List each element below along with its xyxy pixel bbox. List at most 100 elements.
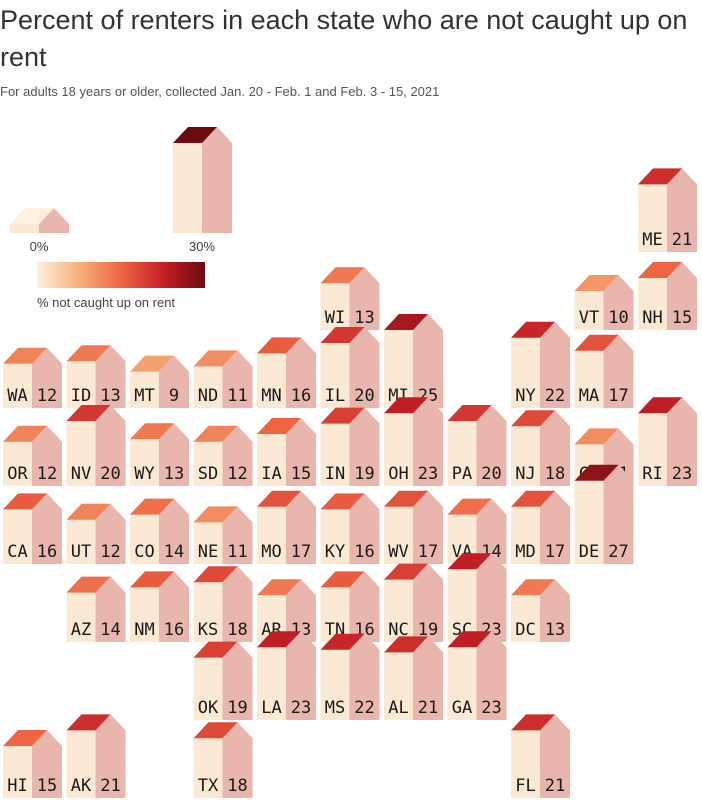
state-tile-nv: NV 20 [66, 405, 126, 486]
house-front-wall [511, 730, 540, 798]
house-front-wall [173, 143, 202, 233]
house-side-wall [540, 410, 570, 486]
house-roof [574, 464, 619, 481]
house-side-wall [159, 498, 189, 564]
state-value: 13 [100, 386, 120, 406]
state-abbr: WI [325, 308, 345, 328]
state-abbr: DC [515, 620, 535, 640]
state-tile-ga: GA 23 [447, 631, 507, 720]
house-roof [3, 425, 47, 442]
state-abbr: AZ [71, 620, 91, 640]
state-tile-la: LA 23 [257, 631, 316, 720]
state-abbr: IL [325, 386, 345, 406]
state-value: 19 [354, 464, 374, 484]
house-front-wall [193, 582, 223, 642]
house-side-wall [349, 327, 380, 408]
state-value: 18 [545, 464, 565, 484]
state-abbr: ME [642, 230, 662, 250]
state-value: 19 [227, 698, 247, 718]
house-side-wall [222, 566, 253, 642]
house-front-wall [320, 649, 350, 720]
house-front-wall [66, 361, 96, 408]
state-value: 17 [418, 542, 438, 562]
house-front-wall [320, 423, 350, 486]
state-tiles: ME 21 WI 13 VT 10 NH 15 WA 12 ID 13 MT 9 ND 11 MN 16 IL 20 M… [3, 168, 697, 798]
house-side-wall [222, 722, 253, 798]
house-roof [638, 168, 682, 185]
state-abbr: CA [7, 542, 27, 562]
house-roof [320, 571, 365, 588]
house-front-wall [10, 224, 39, 233]
state-value: 17 [608, 386, 628, 406]
state-abbr: UT [71, 542, 91, 562]
state-value: 13 [164, 464, 184, 484]
state-abbr: NV [71, 464, 91, 484]
state-abbr: DE [579, 542, 599, 562]
state-tile-pa: PA 20 [447, 405, 507, 486]
state-tile-ak: AK 21 [66, 714, 126, 798]
legend-house-min [10, 208, 69, 233]
house-front-wall [193, 522, 223, 564]
house-front-wall [511, 337, 540, 408]
house-front-wall [130, 514, 159, 564]
state-tile-md: MD 17 [511, 490, 570, 564]
house-side-wall [349, 633, 380, 720]
state-abbr: CO [134, 542, 154, 562]
state-abbr: TX [198, 776, 219, 796]
house-side-wall [349, 407, 380, 486]
house-front-wall [384, 330, 413, 408]
state-tile-id: ID 13 [66, 345, 126, 408]
house-roof [384, 563, 428, 580]
house-roof [66, 405, 111, 421]
house-roof [320, 327, 365, 343]
state-tile-nm: NM 16 [130, 571, 189, 642]
state-tile-al: AL 21 [384, 636, 443, 720]
state-abbr: OK [198, 698, 219, 718]
legend-min-label: 0% [30, 239, 49, 254]
state-tile-mo: MO 17 [257, 490, 316, 564]
house-roof [384, 397, 428, 414]
house-front-wall [193, 657, 223, 720]
state-tile-sc: SC 23 [447, 553, 507, 642]
state-abbr: ND [198, 386, 218, 406]
house-side-wall [32, 730, 62, 798]
state-tile-tn: TN 16 [320, 571, 380, 642]
house-front-wall [66, 592, 96, 642]
house-side-wall [667, 262, 697, 330]
legend-max-label: 30% [189, 239, 215, 254]
house-roof [320, 267, 365, 284]
house-front-wall [3, 363, 32, 408]
house-side-wall [286, 337, 316, 408]
house-side-wall [540, 579, 570, 642]
house-front-wall [257, 506, 286, 564]
state-tile-ca: CA 16 [3, 493, 62, 564]
state-value: 16 [291, 386, 311, 406]
house-side-wall [286, 579, 316, 642]
house-side-wall [159, 355, 189, 408]
state-tile-ms: MS 22 [320, 633, 380, 720]
house-side-wall [159, 423, 189, 486]
state-tile-mn: MN 16 [257, 337, 316, 408]
state-tile-ok: OK 19 [193, 641, 253, 720]
house-roof [66, 576, 111, 593]
state-abbr: IN [325, 464, 345, 484]
state-abbr: MD [515, 542, 535, 562]
house-front-wall [511, 506, 540, 564]
house-roof [193, 566, 238, 583]
state-value: 12 [37, 464, 57, 484]
house-roof [447, 631, 492, 648]
house-side-wall [667, 397, 697, 486]
house-roof [320, 633, 365, 650]
state-value: 20 [100, 464, 120, 484]
house-side-wall [667, 168, 697, 252]
house-roof [511, 579, 555, 596]
house-side-wall [413, 636, 443, 720]
house-roof [66, 503, 111, 520]
state-abbr: MA [579, 386, 599, 406]
house-front-wall [384, 579, 413, 642]
house-front-wall [320, 343, 350, 408]
legend-color-bar [37, 262, 205, 288]
state-abbr: AL [388, 698, 408, 718]
house-roof [511, 321, 555, 338]
